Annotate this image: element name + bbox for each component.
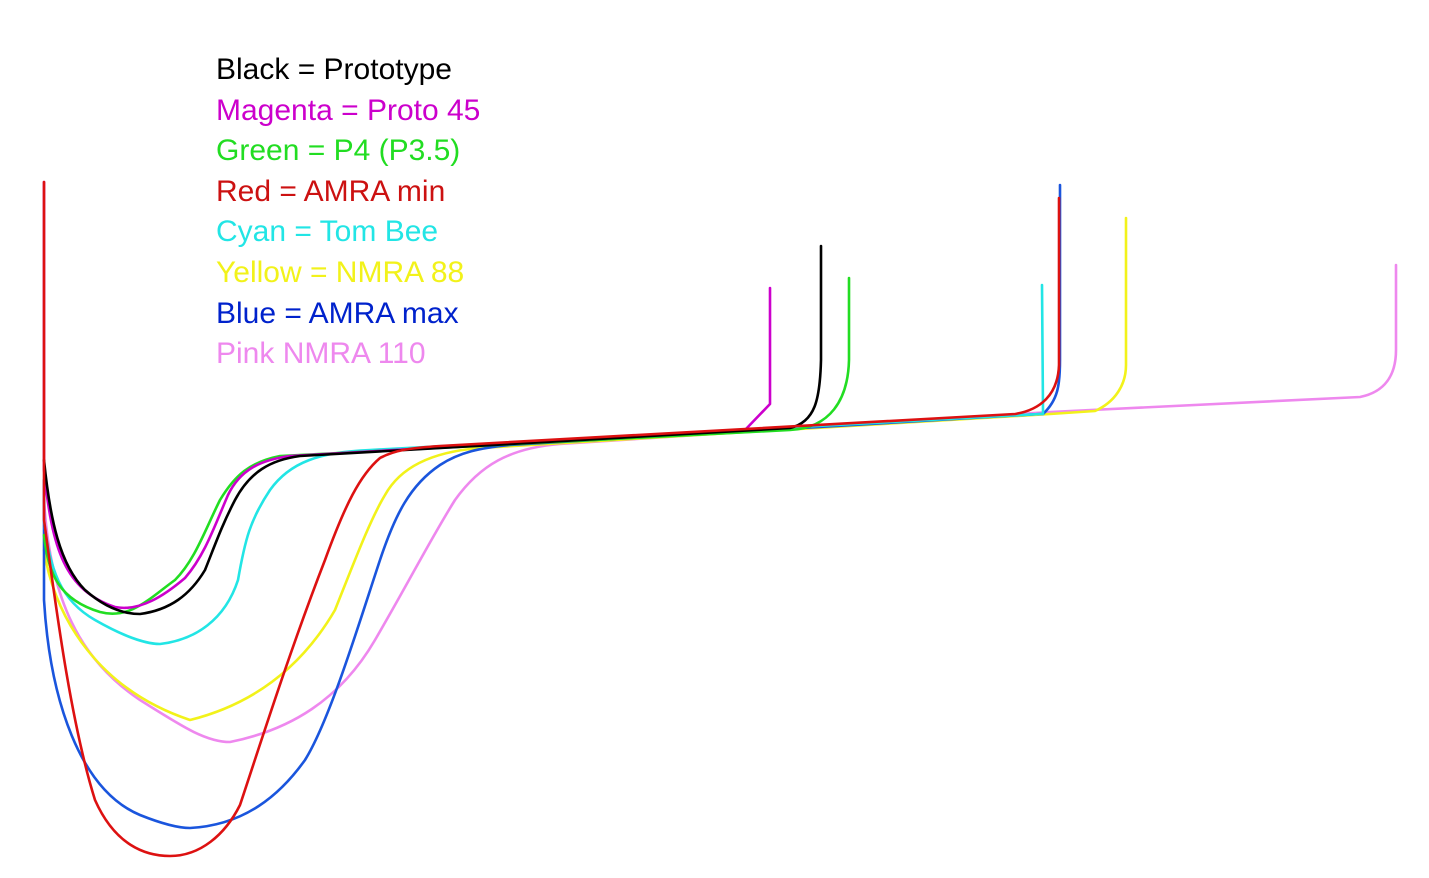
legend-item-black: Black = Prototype [216, 53, 452, 86]
profile-black-prototype [42, 244, 823, 616]
legend: Black = Prototype Magenta = Proto 45 Gre… [216, 50, 480, 375]
legend-item-green: Green = P4 (P3.5) [216, 134, 461, 168]
legend-item-pink: Pink NMRA 110 [216, 337, 426, 371]
legend-item-magenta: Magenta = Proto 45 [216, 93, 481, 127]
profile-cyan-tom-bee [42, 283, 1045, 646]
profile-magenta-proto-45 [42, 180, 772, 610]
profile-blue-amra-max [42, 183, 1062, 830]
legend-item-yellow: Yellow = NMRA 88 [216, 255, 465, 289]
legend-item-red: Red = AMRA min [216, 174, 446, 208]
profile-red-amra-min [42, 180, 1061, 858]
legend-item-blue: Blue = AMRA max [216, 296, 459, 330]
legend-item-cyan: Cyan = Tom Bee [216, 215, 439, 249]
profile-yellow-nmra-88 [42, 216, 1128, 722]
